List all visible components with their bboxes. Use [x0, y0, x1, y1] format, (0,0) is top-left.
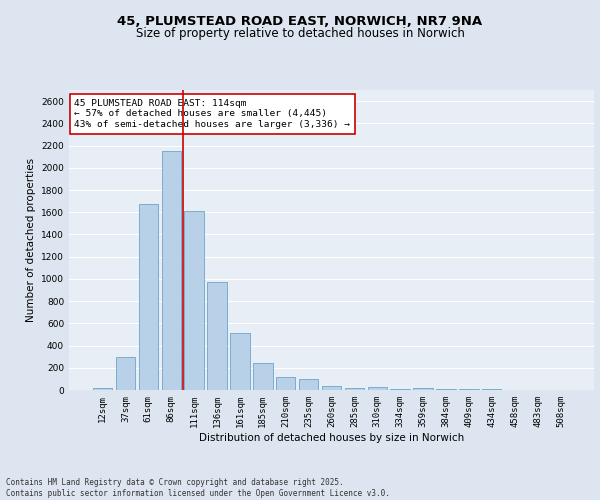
Bar — [208, 282, 227, 390]
Text: Contains HM Land Registry data © Crown copyright and database right 2025.
Contai: Contains HM Land Registry data © Crown c… — [6, 478, 390, 498]
Bar — [368, 386, 387, 390]
Bar — [230, 334, 250, 390]
Bar — [413, 388, 433, 390]
Bar — [116, 356, 135, 390]
X-axis label: Distribution of detached houses by size in Norwich: Distribution of detached houses by size … — [199, 432, 464, 442]
Bar — [276, 376, 295, 390]
Bar — [322, 386, 341, 390]
Bar — [253, 363, 272, 390]
Text: 45, PLUMSTEAD ROAD EAST, NORWICH, NR7 9NA: 45, PLUMSTEAD ROAD EAST, NORWICH, NR7 9N… — [118, 15, 482, 28]
Text: Size of property relative to detached houses in Norwich: Size of property relative to detached ho… — [136, 28, 464, 40]
Bar — [344, 388, 364, 390]
Bar — [161, 151, 181, 390]
Bar — [299, 379, 319, 390]
Y-axis label: Number of detached properties: Number of detached properties — [26, 158, 35, 322]
Bar — [139, 204, 158, 390]
Bar — [184, 211, 204, 390]
Bar — [93, 388, 112, 390]
Text: 45 PLUMSTEAD ROAD EAST: 114sqm
← 57% of detached houses are smaller (4,445)
43% : 45 PLUMSTEAD ROAD EAST: 114sqm ← 57% of … — [74, 99, 350, 129]
